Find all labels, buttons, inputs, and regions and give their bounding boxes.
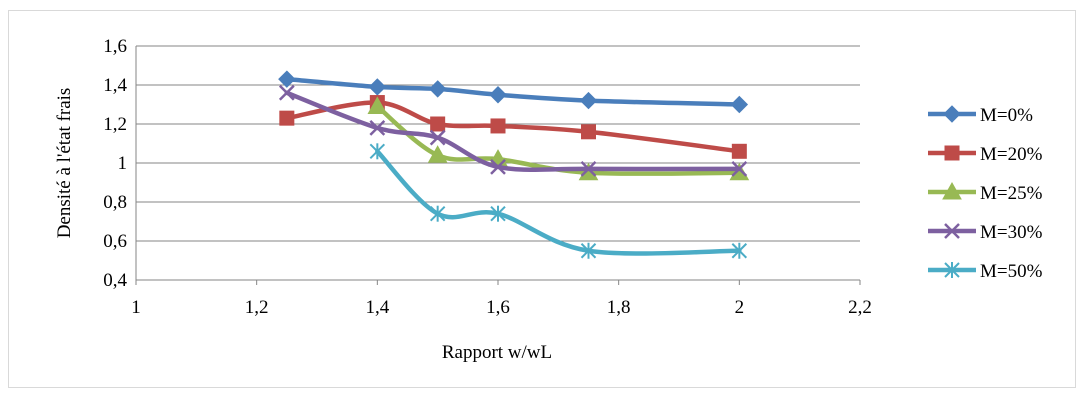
- data-point: [427, 145, 448, 163]
- marker-stroke: [490, 159, 506, 175]
- legend-item-m-50: M=50%: [928, 261, 1043, 282]
- data-point: [579, 91, 598, 110]
- data-point: [580, 242, 597, 259]
- legend-item-m-20: M=20%: [928, 144, 1043, 165]
- data-point: [278, 70, 296, 88]
- y-tick-label: 0,8: [103, 192, 127, 213]
- y-tick-label: 1,4: [103, 75, 127, 96]
- chart-frame: [8, 10, 1076, 388]
- data-point: [369, 143, 386, 160]
- tick-labels: 0,4 0,6 0,8 1 1,2 1,4 1,6 1 1,2 1,4 1,6 1,8 2 2,2: [103, 36, 872, 318]
- series-line: [375, 149, 742, 256]
- data-point: [731, 143, 747, 159]
- data-point: [581, 124, 596, 140]
- marker-stroke: [429, 129, 446, 146]
- series-m-0: [278, 70, 749, 114]
- y-tick-label: 1: [118, 153, 128, 174]
- legend-item-m-0: M=0%: [928, 105, 1033, 126]
- y-tick-label: 1,6: [103, 36, 127, 57]
- x-tick-label: 2: [735, 297, 745, 318]
- legend-marker: [944, 223, 960, 239]
- series-line: [284, 76, 742, 107]
- series-m-30: [278, 84, 748, 177]
- x-tick-label: 1,2: [245, 297, 269, 318]
- data-point: [429, 205, 446, 222]
- x-tick-label: 2,2: [848, 297, 872, 318]
- series-line: [284, 90, 742, 172]
- marker-stroke: [278, 84, 295, 101]
- series-m-20: [279, 95, 747, 159]
- data-point: [430, 116, 446, 132]
- data-point: [428, 80, 447, 98]
- legend: M=0% M=20% M=25% M=30% M=50%: [928, 105, 1043, 282]
- series-line: [284, 100, 742, 154]
- data-point: [367, 96, 388, 114]
- data-point: [490, 205, 506, 222]
- series-m-50: [369, 143, 748, 259]
- x-tick-label: 1,8: [607, 297, 631, 318]
- data-point: [369, 120, 386, 136]
- series-line: [375, 104, 742, 177]
- marker-stroke: [944, 223, 960, 239]
- data-point: [580, 160, 597, 177]
- data-point: [279, 110, 295, 126]
- legend-label: M=30%: [980, 222, 1043, 243]
- legend-label: M=20%: [980, 144, 1043, 165]
- legend-item-m-25: M=25%: [928, 181, 1043, 204]
- data-point: [278, 84, 295, 101]
- legend-marker: [943, 105, 961, 123]
- x-tick-label: 1,6: [486, 297, 510, 318]
- data-point: [489, 86, 507, 104]
- y-tick-label: 0,4: [103, 270, 127, 291]
- data-point: [730, 95, 749, 114]
- data-point: [429, 129, 446, 146]
- legend-label: M=25%: [980, 183, 1043, 204]
- series-layer: [278, 70, 750, 259]
- legend-label: M=0%: [980, 105, 1033, 126]
- y-axis-title: Densité à l'état frais: [54, 88, 75, 239]
- x-axis-title: Rapport w/wL: [442, 342, 552, 363]
- marker-stroke: [369, 120, 386, 136]
- marker-stroke: [731, 160, 748, 177]
- x-tick-label: 1,4: [365, 297, 389, 318]
- legend-marker: [944, 262, 960, 278]
- x-tick-label: 1: [131, 297, 141, 318]
- data-point: [731, 160, 748, 177]
- grid: [136, 45, 860, 242]
- legend-marker: [944, 145, 960, 161]
- legend-label: M=50%: [980, 261, 1043, 282]
- data-point: [731, 242, 748, 259]
- legend-marker: [942, 181, 962, 200]
- y-tick-label: 0,6: [103, 231, 127, 252]
- legend-item-m-30: M=30%: [928, 222, 1043, 243]
- data-point: [368, 78, 387, 96]
- data-point: [490, 159, 506, 175]
- axes: [135, 46, 861, 285]
- data-point: [490, 118, 506, 134]
- marker-stroke: [580, 160, 597, 177]
- y-tick-label: 1,2: [103, 114, 127, 135]
